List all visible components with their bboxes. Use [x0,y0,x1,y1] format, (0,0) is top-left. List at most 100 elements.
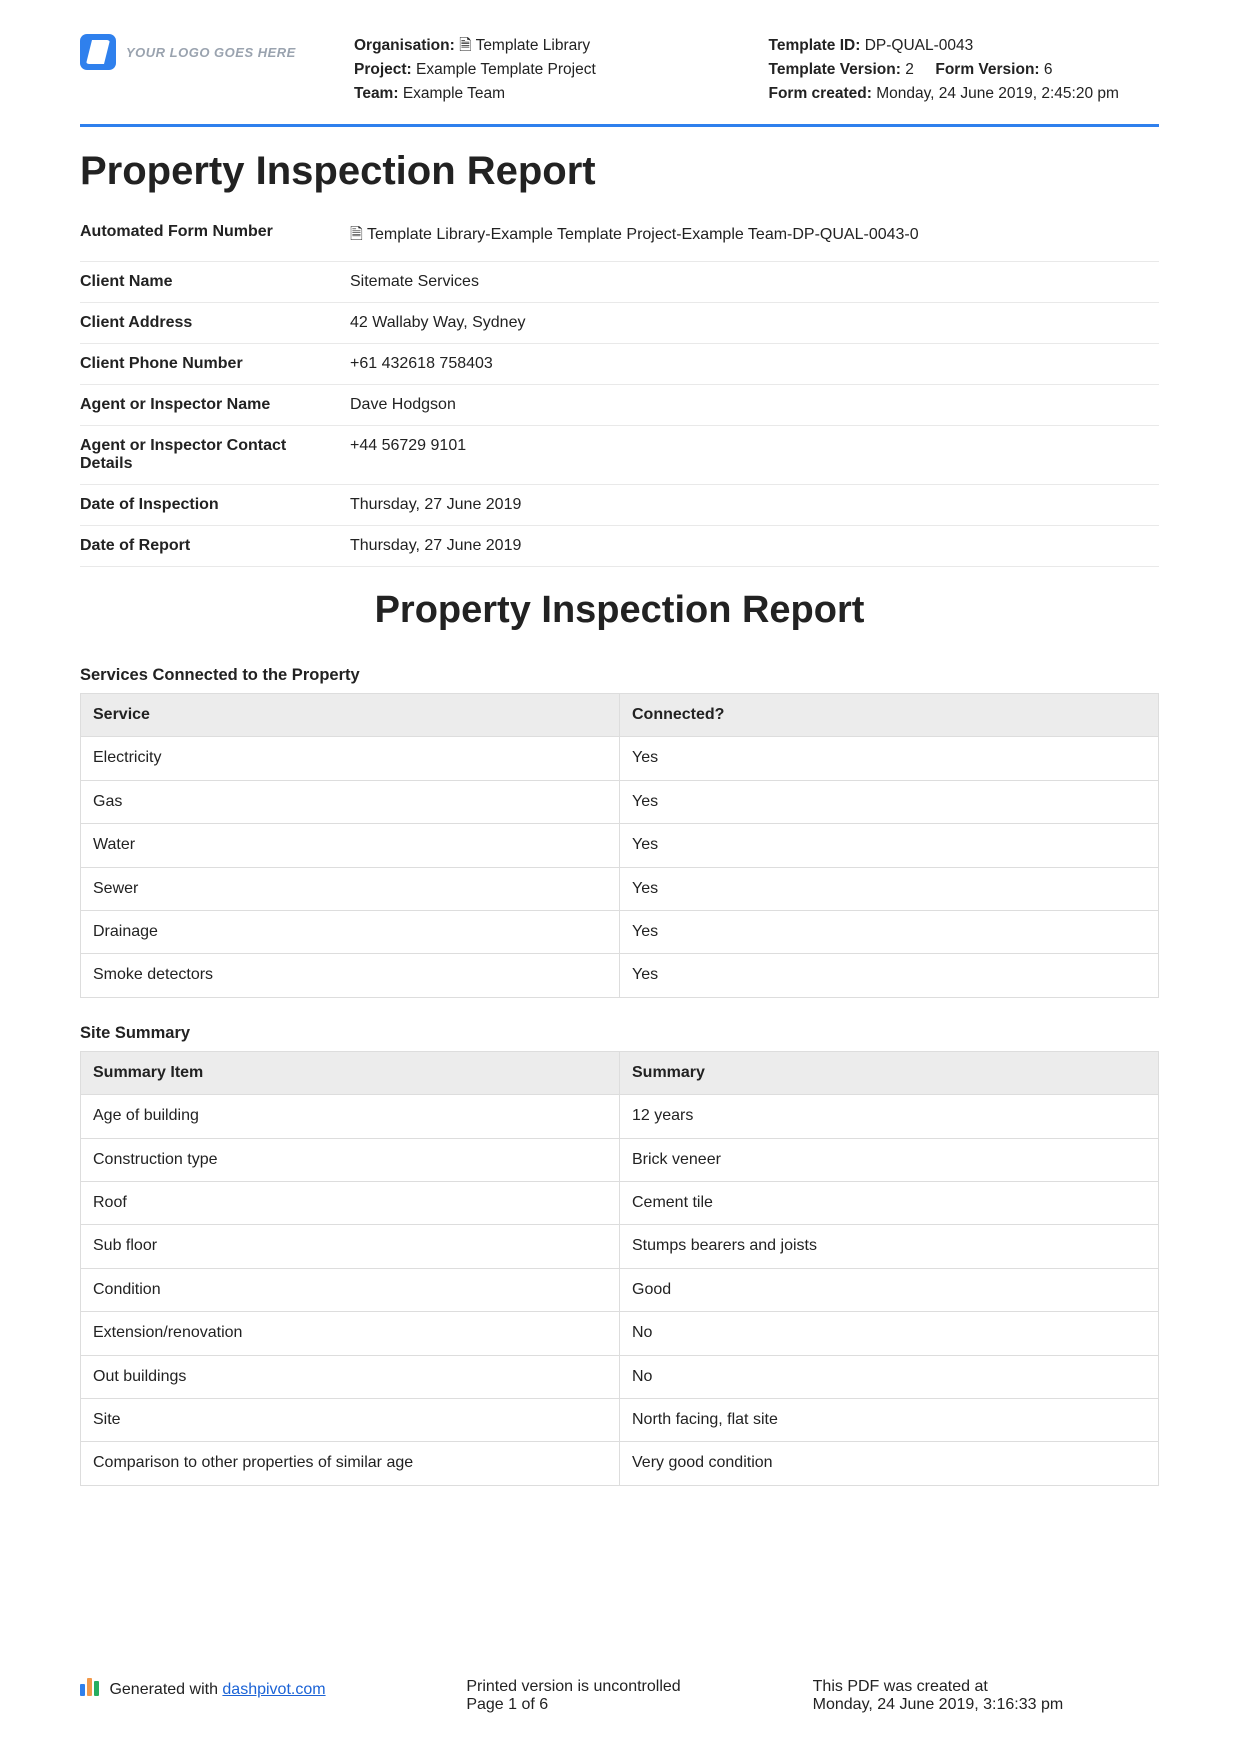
info-label: Client Name [80,273,350,291]
header-meta-left: Organisation: 🗎 Template Library Project… [354,34,745,106]
table-cell: Yes [620,867,1159,910]
info-label: Client Phone Number [80,355,350,373]
document-header: YOUR LOGO GOES HERE Organisation: 🗎 Temp… [80,34,1159,106]
table-cell: Construction type [81,1138,620,1181]
table-cell: Cement tile [620,1181,1159,1224]
table-cell: Yes [620,824,1159,867]
template-id-label: Template ID: [769,37,861,54]
org-label: Organisation: [354,37,455,54]
table-cell: Sub floor [81,1225,620,1268]
table-cell: Smoke detectors [81,954,620,997]
table-cell: Stumps bearers and joists [620,1225,1159,1268]
table-cell: Water [81,824,620,867]
table-row: ConditionGood [81,1268,1159,1311]
table-cell: Age of building [81,1095,620,1138]
table-header-cell: Service [81,694,620,737]
dashpivot-icon [80,1678,99,1696]
services-title: Services Connected to the Property [80,666,1159,685]
table-cell: Yes [620,911,1159,954]
info-value: Sitemate Services [350,273,1159,291]
table-row: Age of building12 years [81,1095,1159,1138]
table-row: Extension/renovationNo [81,1312,1159,1355]
project-value: Example Template Project [416,61,596,78]
info-row: Client NameSitemate Services [80,262,1159,303]
site-summary-table: Summary ItemSummaryAge of building12 yea… [80,1051,1159,1486]
info-row: Automated Form Number🗎 Template Library-… [80,212,1159,262]
table-cell: Gas [81,780,620,823]
form-created-value: Monday, 24 June 2019, 2:45:20 pm [876,85,1119,102]
table-header-cell: Summary [620,1051,1159,1094]
info-value: +61 432618 758403 [350,355,1159,373]
site-summary-title: Site Summary [80,1024,1159,1043]
form-version-value: 6 [1044,61,1053,78]
form-version-label: Form Version: [935,61,1039,78]
info-label: Automated Form Number [80,223,350,250]
table-cell: Brick veneer [620,1138,1159,1181]
info-label: Date of Inspection [80,496,350,514]
table-row: Comparison to other properties of simila… [81,1442,1159,1485]
services-table: ServiceConnected?ElectricityYesGasYesWat… [80,693,1159,998]
uncontrolled-text: Printed version is uncontrolled [466,1678,812,1696]
table-row: SiteNorth facing, flat site [81,1398,1159,1441]
pdf-created-label: This PDF was created at [813,1678,1159,1696]
footer-left: Generated with dashpivot.com [80,1678,426,1714]
section-heading: Property Inspection Report [80,589,1159,632]
project-label: Project: [354,61,412,78]
template-id-value: DP-QUAL-0043 [865,37,974,54]
logo-placeholder-text: YOUR LOGO GOES HERE [126,45,296,60]
table-cell: 12 years [620,1095,1159,1138]
table-row: Construction typeBrick veneer [81,1138,1159,1181]
table-cell: Very good condition [620,1442,1159,1485]
table-cell: Condition [81,1268,620,1311]
table-cell: Roof [81,1181,620,1224]
info-row: Date of InspectionThursday, 27 June 2019 [80,485,1159,526]
info-label: Client Address [80,314,350,332]
org-value: 🗎 Template Library [459,37,590,54]
table-header-cell: Summary Item [81,1051,620,1094]
info-row: Client Phone Number+61 432618 758403 [80,344,1159,385]
logo-icon [80,34,116,70]
info-value: Thursday, 27 June 2019 [350,496,1159,514]
generated-with-prefix: Generated with [109,1681,222,1698]
table-row: SewerYes [81,867,1159,910]
table-cell: Out buildings [81,1355,620,1398]
table-cell: Good [620,1268,1159,1311]
dashpivot-link[interactable]: dashpivot.com [222,1681,325,1698]
team-label: Team: [354,85,399,102]
info-value: Thursday, 27 June 2019 [350,537,1159,555]
footer-center: Printed version is uncontrolled Page 1 o… [426,1678,812,1714]
table-row: ElectricityYes [81,737,1159,780]
table-row: RoofCement tile [81,1181,1159,1224]
table-cell: North facing, flat site [620,1398,1159,1441]
table-cell: No [620,1312,1159,1355]
page-footer: Generated with dashpivot.com Printed ver… [80,1678,1159,1714]
table-cell: Extension/renovation [81,1312,620,1355]
table-cell: Yes [620,780,1159,823]
table-row: GasYes [81,780,1159,823]
template-version-label: Template Version: [769,61,901,78]
footer-right: This PDF was created at Monday, 24 June … [813,1678,1159,1714]
info-row: Agent or Inspector NameDave Hodgson [80,385,1159,426]
header-divider [80,124,1159,127]
template-version-value: 2 [905,61,914,78]
header-meta-right: Template ID: DP-QUAL-0043 Template Versi… [769,34,1160,106]
table-row: Out buildingsNo [81,1355,1159,1398]
team-value: Example Team [403,85,505,102]
form-created-label: Form created: [769,85,872,102]
table-row: WaterYes [81,824,1159,867]
table-cell: Yes [620,737,1159,780]
info-value: 🗎 Template Library-Example Template Proj… [350,223,1159,250]
table-cell: Drainage [81,911,620,954]
logo-block: YOUR LOGO GOES HERE [80,34,330,70]
table-cell: Sewer [81,867,620,910]
table-cell: Comparison to other properties of simila… [81,1442,620,1485]
info-row: Agent or Inspector Contact Details+44 56… [80,426,1159,485]
pdf-created-value: Monday, 24 June 2019, 3:16:33 pm [813,1696,1159,1714]
table-cell: Electricity [81,737,620,780]
info-row: Client Address42 Wallaby Way, Sydney [80,303,1159,344]
table-cell: Site [81,1398,620,1441]
table-cell: Yes [620,954,1159,997]
table-row: DrainageYes [81,911,1159,954]
table-row: Smoke detectorsYes [81,954,1159,997]
table-cell: No [620,1355,1159,1398]
